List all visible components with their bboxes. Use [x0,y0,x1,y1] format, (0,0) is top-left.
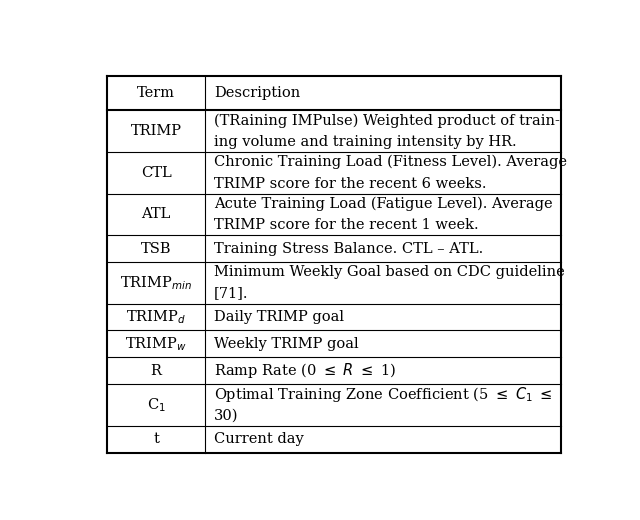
Text: TRIMP score for the recent 1 week.: TRIMP score for the recent 1 week. [214,218,479,232]
Text: Minimum Weekly Goal based on CDC guideline: Minimum Weekly Goal based on CDC guideli… [214,265,564,279]
Text: [71].: [71]. [214,287,248,301]
Text: Daily TRIMP goal: Daily TRIMP goal [214,310,344,324]
Text: (TRaining IMPulse) Weighted product of train-: (TRaining IMPulse) Weighted product of t… [214,113,559,127]
Text: R: R [150,364,161,378]
Text: ing volume and training intensity by HR.: ing volume and training intensity by HR. [214,135,516,149]
Text: TRIMP$_{w}$: TRIMP$_{w}$ [125,335,187,353]
Text: 30): 30) [214,409,238,423]
Text: Training Stress Balance. CTL – ATL.: Training Stress Balance. CTL – ATL. [214,242,483,255]
Text: Description: Description [214,86,300,100]
Text: Weekly TRIMP goal: Weekly TRIMP goal [214,337,358,351]
Text: ATL: ATL [141,207,171,222]
Text: Term: Term [137,86,175,100]
Text: TRIMP$_{d}$: TRIMP$_{d}$ [126,308,186,326]
Text: Acute Training Load (Fatigue Level). Average: Acute Training Load (Fatigue Level). Ave… [214,197,552,211]
Text: CTL: CTL [141,166,172,180]
Text: Chronic Training Load (Fitness Level). Average: Chronic Training Load (Fitness Level). A… [214,155,567,169]
Text: Ramp Rate (0 $\leq$ $R$ $\leq$ 1): Ramp Rate (0 $\leq$ $R$ $\leq$ 1) [214,361,396,380]
Text: t: t [153,432,159,446]
Text: Optimal Training Zone Coefficient (5 $\leq$ $C_1$ $\leq$: Optimal Training Zone Coefficient (5 $\l… [214,385,552,404]
Text: C$_1$: C$_1$ [147,396,166,414]
Text: TSB: TSB [141,242,172,255]
Text: Current day: Current day [214,432,303,446]
Text: TRIMP$_{min}$: TRIMP$_{min}$ [120,274,192,292]
Text: TRIMP score for the recent 6 weeks.: TRIMP score for the recent 6 weeks. [214,177,486,190]
Text: TRIMP: TRIMP [131,124,182,138]
